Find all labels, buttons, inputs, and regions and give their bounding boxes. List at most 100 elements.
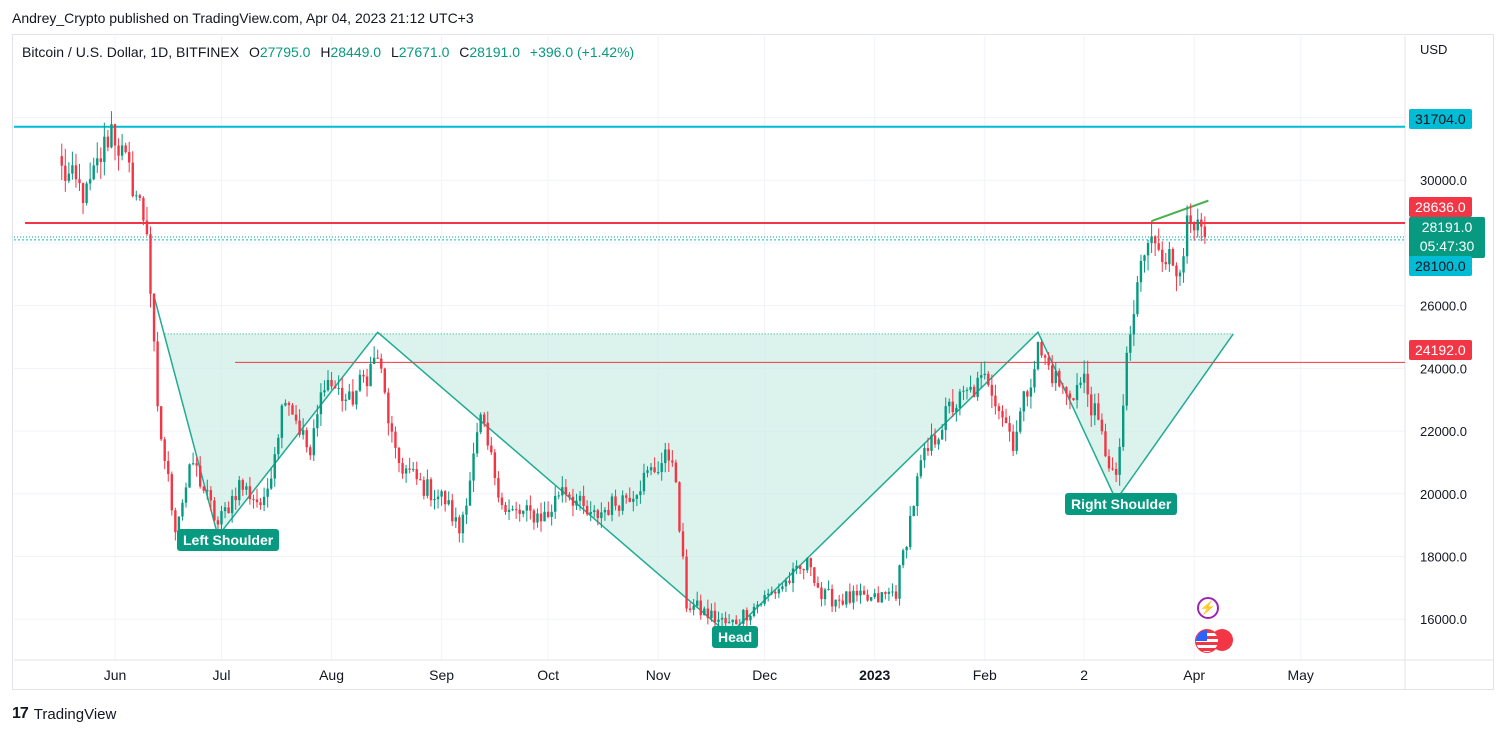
candle-body xyxy=(1079,382,1082,385)
candle-body xyxy=(834,599,837,607)
candle-body xyxy=(976,377,979,397)
candle-body xyxy=(536,513,539,523)
x-axis: Jun Jul Aug Sep Oct Nov Dec 2023 Feb 2 Apr May xyxy=(104,667,1314,683)
candle-body xyxy=(195,463,198,466)
horizontal-levels xyxy=(14,125,1405,363)
candle-body xyxy=(617,505,621,511)
candle-body xyxy=(632,498,635,502)
candle-body xyxy=(660,463,663,473)
candle-body xyxy=(774,591,777,594)
candle-body xyxy=(621,495,624,511)
candle-body xyxy=(323,390,326,393)
candle-body xyxy=(472,453,475,481)
candle-body xyxy=(159,406,163,440)
candle-body xyxy=(167,460,170,475)
candle-body xyxy=(727,622,731,624)
candle-body xyxy=(1093,403,1096,416)
candle-body xyxy=(784,580,788,587)
candle-body xyxy=(227,507,230,514)
candle-body xyxy=(209,490,213,501)
footer: 17 TradingView xyxy=(12,705,116,723)
candle-body xyxy=(596,510,599,519)
candle-body xyxy=(344,399,347,401)
candle-body xyxy=(483,414,486,423)
candle-body xyxy=(575,500,578,506)
y-tick-label: 26000.0 xyxy=(1420,299,1467,314)
candle-body xyxy=(1146,243,1150,256)
candle-body xyxy=(1051,365,1054,384)
candle-body xyxy=(958,391,962,408)
candle-body xyxy=(64,165,67,181)
events-icon[interactable]: ⚡ xyxy=(1197,597,1219,619)
candle-body xyxy=(514,509,518,511)
y-tick-label: 20000.0 xyxy=(1420,487,1467,502)
candle-body xyxy=(387,392,390,424)
candle-body xyxy=(113,124,117,146)
candle-body xyxy=(923,448,926,461)
left-shoulder-label: Left Shoulder xyxy=(177,529,280,551)
candle-body xyxy=(270,478,273,489)
candle-body xyxy=(131,162,134,197)
candle-body xyxy=(788,580,791,584)
candle-body xyxy=(259,502,262,505)
candle-body xyxy=(163,439,166,461)
candle-body xyxy=(376,357,379,359)
candle-body xyxy=(1068,393,1072,399)
y-tick-label: 30000.0 xyxy=(1420,173,1467,188)
candle-body xyxy=(681,531,685,557)
candle-body xyxy=(1129,334,1132,353)
candle-body xyxy=(458,517,461,534)
candle-body xyxy=(965,389,969,391)
candle-body xyxy=(955,407,958,413)
candle-body xyxy=(891,591,894,593)
candle-body xyxy=(330,379,333,387)
candle-body xyxy=(550,511,553,517)
candle-body xyxy=(887,591,891,594)
candle-body xyxy=(96,158,99,166)
last-price-tag: 28191.0 05:47:30 xyxy=(1409,217,1485,258)
candle-body xyxy=(1004,417,1008,424)
us-flag-icon[interactable] xyxy=(1195,629,1219,653)
candle-body xyxy=(1011,431,1015,451)
candle-body xyxy=(1175,265,1178,277)
candle-body xyxy=(291,405,294,415)
tradingview-logo-icon[interactable]: 17 xyxy=(12,705,29,722)
candle-body xyxy=(838,599,841,601)
last-price: 28191.0 xyxy=(1421,219,1473,235)
candle-body xyxy=(578,495,582,501)
candle-body xyxy=(1185,215,1189,257)
candle-body xyxy=(585,505,589,515)
candle-body xyxy=(170,474,173,511)
candle-body xyxy=(99,158,102,162)
candle-body xyxy=(312,428,315,456)
candle-body xyxy=(916,476,919,507)
candle-body xyxy=(926,448,930,451)
candle-body xyxy=(1043,355,1047,358)
candle-body xyxy=(532,510,536,523)
candle-body xyxy=(138,195,142,198)
candle-body xyxy=(898,565,901,599)
candle-body xyxy=(486,422,489,446)
candle-body xyxy=(649,467,653,471)
candle-body xyxy=(671,460,674,463)
candle-body xyxy=(827,588,830,590)
candle-body xyxy=(1022,391,1025,412)
candle-body xyxy=(419,479,422,481)
candle-body xyxy=(625,495,628,498)
candle-body xyxy=(944,406,947,430)
candle-body xyxy=(809,558,812,568)
candle-body xyxy=(972,386,976,397)
candle-body xyxy=(255,499,259,503)
candle-body xyxy=(202,486,205,491)
candle-body xyxy=(174,510,177,533)
candle-body xyxy=(816,583,820,588)
candle-body xyxy=(156,341,159,407)
candle-body xyxy=(841,600,844,605)
candle-body xyxy=(184,487,188,503)
candle-body xyxy=(848,591,852,603)
candle-body xyxy=(795,565,798,569)
candle-body xyxy=(987,373,990,385)
low-value: L27671.0 xyxy=(390,44,450,60)
candle-body xyxy=(372,357,376,364)
candle-body xyxy=(1104,431,1107,457)
